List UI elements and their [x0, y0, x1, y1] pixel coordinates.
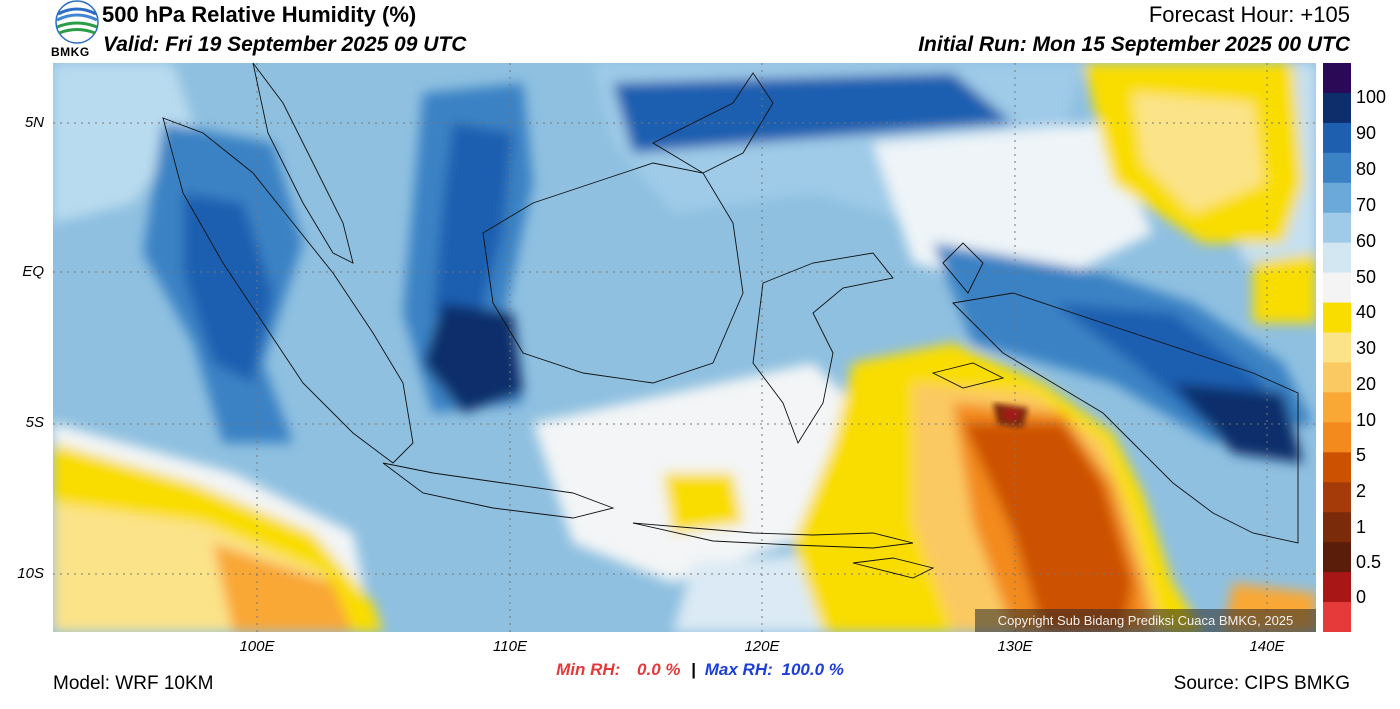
- colorbar-label: 60: [1356, 231, 1377, 251]
- lat-tick-5s: 5S: [25, 414, 44, 431]
- colorbar-swatch: [1323, 422, 1351, 453]
- gridlines: [53, 63, 1316, 632]
- max-rh-value: 100.0 %: [781, 660, 844, 679]
- forecast-hour: Forecast Hour: +105: [1148, 2, 1350, 27]
- colorbar-label: 1: [1356, 517, 1367, 537]
- colorbar-swatch: [1323, 152, 1351, 184]
- colorbar-swatch: [1323, 602, 1351, 633]
- lon-tick-130e: 130E: [997, 638, 1033, 655]
- colorbar-swatch: [1323, 452, 1351, 483]
- colorbar-swatch: [1323, 272, 1351, 304]
- colorbar-label: 10: [1356, 410, 1377, 430]
- colorbar-label: 5: [1356, 445, 1367, 465]
- source-label: Source: CIPS BMKG: [1173, 673, 1350, 694]
- colorbar-swatch: [1323, 332, 1351, 363]
- colorbar-swatch: [1323, 362, 1351, 393]
- colorbar-label: 80: [1356, 159, 1377, 179]
- rh-stats: Min RH: 0.0 % | Max RH: 100.0 %: [0, 660, 1400, 680]
- humidity-map: [53, 62, 1316, 632]
- colorbar-label: 20: [1356, 374, 1377, 394]
- colorbar-label: 30: [1356, 338, 1377, 358]
- colorbar-label: 2: [1356, 481, 1367, 501]
- colorbar-label: 90: [1356, 123, 1377, 143]
- valid-time: Valid: Fri 19 September 2025 09 UTC: [103, 33, 467, 56]
- colorbar-label: 50: [1356, 267, 1377, 287]
- colorbar: [1323, 63, 1351, 633]
- colorbar-swatch: [1323, 482, 1351, 513]
- coastlines: [162, 62, 1299, 579]
- colorbar-swatch: [1323, 63, 1351, 94]
- map-title: 500 hPa Relative Humidity (%): [102, 2, 417, 27]
- model-label: Model: WRF 10KM: [53, 673, 214, 694]
- colorbar-label: 40: [1356, 302, 1377, 322]
- lon-tick-140e: 140E: [1249, 638, 1285, 655]
- logo-text: BMKG: [51, 45, 90, 59]
- min-rh-label: Min RH:: [556, 660, 621, 679]
- colorbar-swatch: [1323, 242, 1351, 274]
- lon-tick-100e: 100E: [239, 638, 275, 655]
- colorbar-swatch: [1323, 392, 1351, 423]
- min-rh-value: 0.0 %: [637, 660, 681, 679]
- max-rh-label: Max RH:: [704, 660, 773, 679]
- colorbar-label: 0: [1356, 587, 1367, 607]
- colorbar-swatch: [1323, 302, 1351, 334]
- colorbar-swatch: [1323, 212, 1351, 244]
- bmkg-logo: [54, 0, 100, 60]
- initial-run: Initial Run: Mon 15 September 2025 00 UT…: [918, 33, 1350, 56]
- colorbar-label: 100: [1356, 87, 1387, 107]
- lat-tick-5n: 5N: [24, 114, 44, 131]
- colorbar-swatch: [1323, 122, 1351, 154]
- copyright-notice: Copyright Sub Bidang Prediksi Cuaca BMKG…: [975, 609, 1316, 632]
- colorbar-swatch: [1323, 92, 1351, 124]
- colorbar-swatch: [1323, 512, 1351, 543]
- lon-tick-120e: 120E: [744, 638, 780, 655]
- colorbar-swatch: [1323, 542, 1351, 573]
- colorbar-label: 0.5: [1356, 552, 1382, 572]
- colorbar-swatch: [1323, 572, 1351, 603]
- lat-tick-eq: EQ: [22, 263, 44, 280]
- lat-tick-10s: 10S: [17, 565, 44, 582]
- lon-tick-110e: 110E: [493, 638, 527, 655]
- colorbar-swatch: [1323, 182, 1351, 214]
- stats-separator: |: [691, 660, 697, 679]
- colorbar-label: 70: [1356, 195, 1377, 215]
